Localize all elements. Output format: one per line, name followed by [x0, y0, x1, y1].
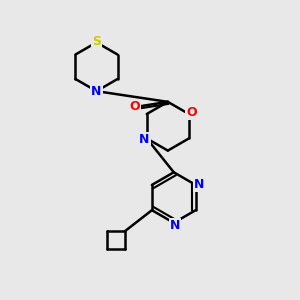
Text: N: N	[91, 85, 102, 98]
Text: N: N	[139, 134, 149, 146]
Text: N: N	[170, 219, 181, 232]
Text: O: O	[129, 100, 140, 113]
Text: O: O	[186, 106, 196, 119]
Text: N: N	[194, 178, 204, 191]
Text: S: S	[92, 35, 101, 48]
